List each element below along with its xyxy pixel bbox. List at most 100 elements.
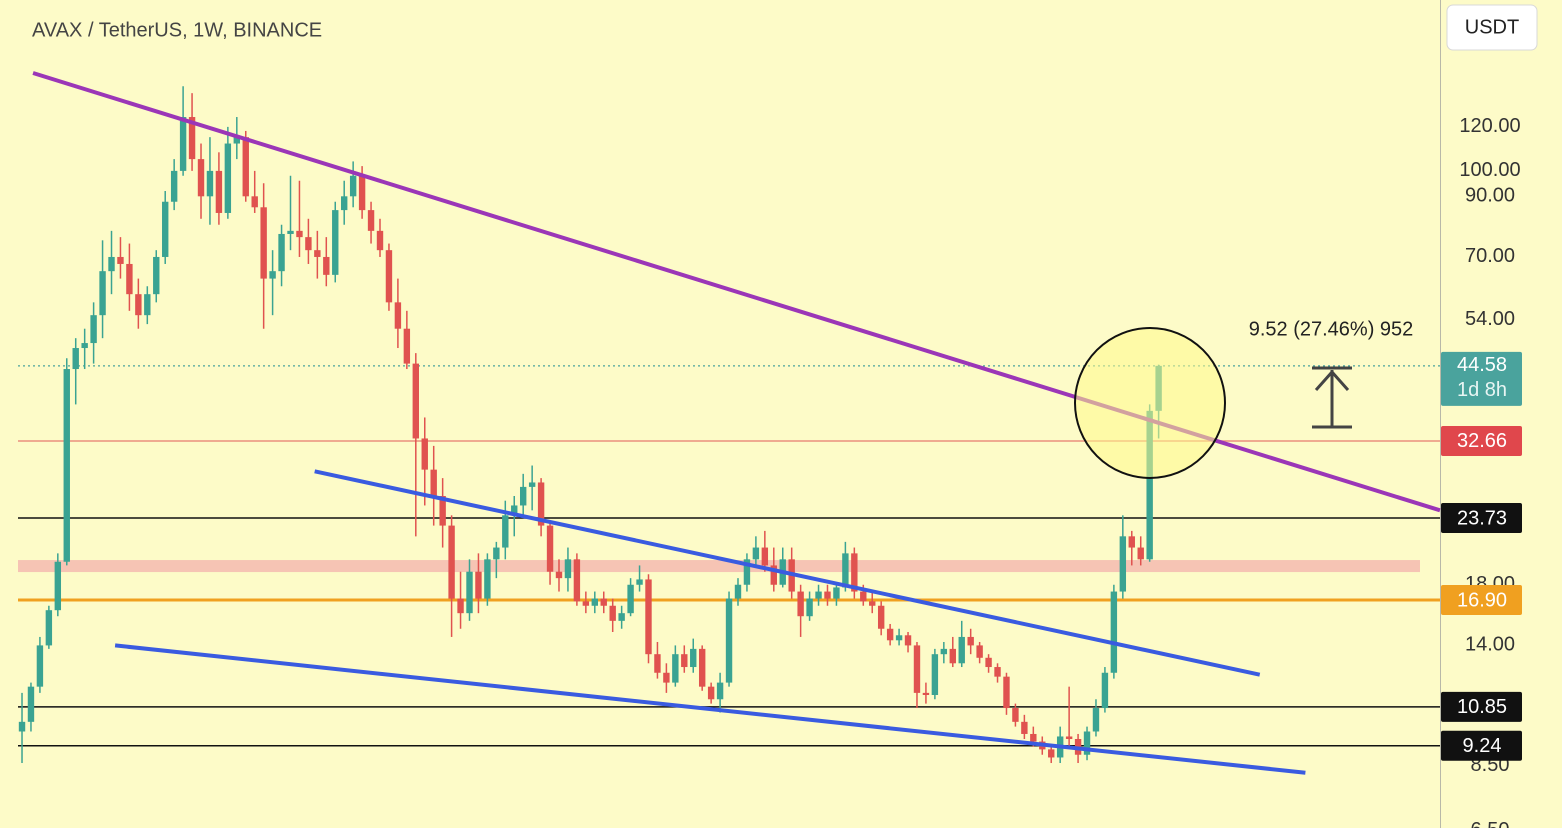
level-label: 32.66 bbox=[1457, 430, 1507, 452]
candle-body bbox=[448, 525, 455, 599]
candle-body bbox=[600, 598, 607, 606]
measurement-label: 9.52 (27.46%) 952 bbox=[1249, 318, 1414, 340]
level-label: 10.85 bbox=[1457, 696, 1507, 718]
candle-body bbox=[663, 672, 670, 683]
candle-body bbox=[144, 294, 151, 316]
candle-body bbox=[1092, 708, 1100, 732]
candle-body bbox=[1021, 721, 1028, 734]
level-label: 9.24 bbox=[1463, 735, 1502, 757]
candle-body bbox=[421, 438, 428, 470]
candle-body bbox=[403, 328, 411, 364]
level-label-box bbox=[1441, 691, 1522, 722]
trendline bbox=[314, 469, 1261, 677]
candle-body bbox=[108, 256, 115, 272]
candle-body bbox=[886, 628, 894, 641]
candle-body bbox=[332, 210, 339, 275]
candle-body bbox=[457, 598, 464, 614]
level-label: 16.90 bbox=[1457, 589, 1507, 611]
candle-body bbox=[546, 525, 554, 572]
level-label-box bbox=[1441, 730, 1522, 761]
candle-body bbox=[314, 250, 321, 257]
y-tick-label: 70.00 bbox=[1465, 245, 1515, 267]
candle-body bbox=[698, 648, 706, 687]
candle-body bbox=[126, 263, 133, 295]
candle-body bbox=[815, 591, 822, 599]
y-tick-label: 6.50 bbox=[1471, 819, 1510, 828]
candle-body bbox=[833, 587, 840, 599]
candle-body bbox=[99, 271, 106, 316]
level-label-box bbox=[1441, 425, 1522, 456]
candle-body bbox=[913, 645, 921, 693]
candle-body bbox=[994, 667, 1001, 677]
candle-body bbox=[1083, 731, 1091, 755]
candle-body bbox=[1146, 410, 1153, 560]
candle-body bbox=[242, 137, 249, 197]
candle-body bbox=[725, 598, 733, 683]
candle-body bbox=[940, 648, 948, 655]
trendline bbox=[32, 71, 1441, 513]
candle-body bbox=[162, 201, 169, 257]
trendline bbox=[114, 643, 1306, 775]
candle-body bbox=[63, 369, 70, 562]
candle-body bbox=[707, 686, 715, 700]
candle-body bbox=[484, 559, 491, 599]
y-tick-label: 54.00 bbox=[1465, 308, 1515, 330]
candle-body bbox=[475, 571, 482, 599]
candle-body bbox=[573, 559, 581, 602]
candle-body bbox=[591, 598, 598, 606]
candle-body bbox=[385, 250, 393, 303]
candle-body bbox=[672, 654, 679, 683]
candle-body bbox=[985, 657, 992, 668]
y-tick-label: 14.00 bbox=[1465, 634, 1515, 656]
candle-body bbox=[690, 648, 697, 668]
candle-body bbox=[493, 547, 500, 560]
candle-body bbox=[555, 571, 563, 579]
candle-body bbox=[869, 601, 876, 606]
candle-body bbox=[752, 547, 760, 560]
measure-arrow bbox=[1312, 366, 1352, 429]
candle-body bbox=[170, 170, 178, 202]
candle-body bbox=[439, 496, 446, 526]
candle-body bbox=[18, 721, 26, 732]
candle-body bbox=[215, 170, 223, 213]
candle-body bbox=[958, 636, 965, 664]
y-tick-label: 90.00 bbox=[1465, 185, 1515, 207]
candle-body bbox=[287, 230, 294, 234]
candle-body bbox=[179, 117, 187, 171]
currency-button[interactable] bbox=[1446, 4, 1538, 51]
candle-body bbox=[654, 654, 661, 673]
candle-body bbox=[1012, 708, 1019, 722]
candle-body bbox=[681, 654, 688, 668]
candle-body bbox=[716, 682, 724, 700]
candle-body bbox=[922, 692, 930, 695]
level-label-box bbox=[1441, 503, 1522, 534]
candle-body bbox=[502, 515, 509, 548]
candle-body bbox=[967, 636, 974, 646]
candle-body bbox=[188, 117, 196, 160]
candle-body bbox=[466, 571, 473, 614]
candle-body bbox=[233, 137, 241, 144]
candle-body bbox=[842, 553, 849, 588]
y-tick-label: 120.00 bbox=[1459, 115, 1520, 137]
candle-body bbox=[269, 271, 276, 279]
candle-body bbox=[851, 553, 858, 592]
plot-area bbox=[18, 71, 1441, 775]
candle-body bbox=[511, 505, 518, 516]
candle-body bbox=[1119, 536, 1127, 592]
candle-body bbox=[376, 230, 384, 251]
y-tick-label: 100.00 bbox=[1459, 159, 1520, 181]
candle-body bbox=[806, 598, 813, 617]
candle-body bbox=[797, 591, 804, 617]
candle-body bbox=[743, 559, 751, 585]
level-label-box bbox=[1441, 584, 1522, 615]
candle-body bbox=[537, 482, 545, 526]
price-axis: 100.00120.0090.0070.0054.0018.0014.008.5… bbox=[1441, 115, 1522, 828]
candle-body bbox=[582, 601, 590, 606]
candle-body bbox=[1128, 536, 1135, 548]
candle-body bbox=[895, 635, 903, 641]
candle-body bbox=[117, 256, 124, 264]
level-label: 23.73 bbox=[1457, 507, 1507, 529]
countdown-label: 1d 8h bbox=[1457, 379, 1507, 401]
